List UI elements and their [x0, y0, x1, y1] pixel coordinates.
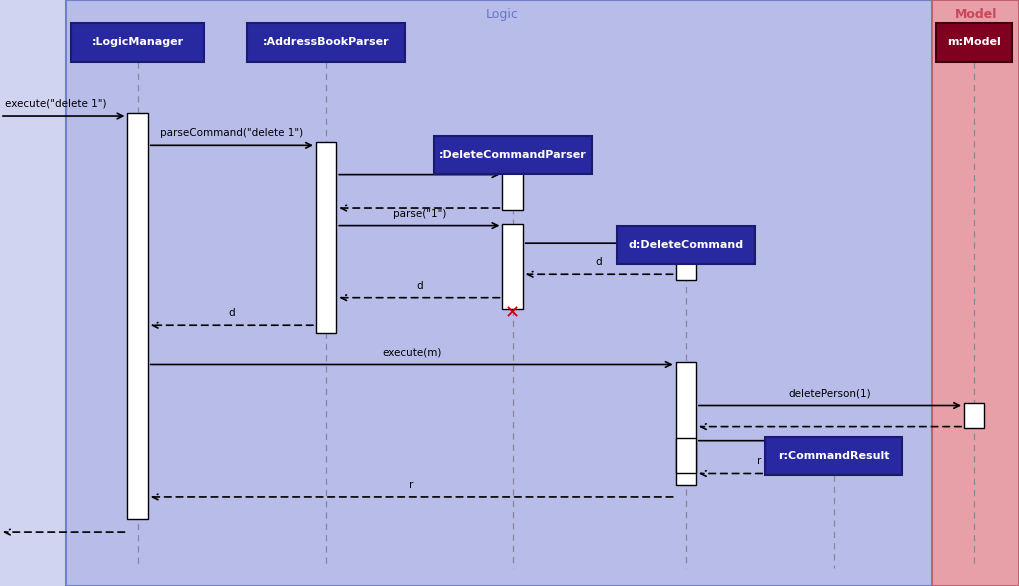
Text: r: r: [410, 480, 414, 490]
Text: d:DeleteCommand: d:DeleteCommand: [629, 240, 743, 250]
Bar: [66, 0, 937, 586]
Bar: [764, 437, 902, 475]
Text: Model: Model: [955, 8, 997, 21]
Bar: [932, 0, 1019, 586]
Text: Logic: Logic: [485, 8, 519, 21]
Text: d: d: [228, 308, 235, 318]
Text: d: d: [596, 257, 602, 267]
Text: parse("1"): parse("1"): [392, 209, 446, 219]
Text: :AddressBookParser: :AddressBookParser: [263, 38, 389, 47]
Text: execute(m): execute(m): [382, 347, 441, 357]
Text: d: d: [416, 281, 423, 291]
Text: execute("delete 1"): execute("delete 1"): [5, 99, 107, 109]
Bar: [433, 136, 591, 174]
Bar: [71, 23, 204, 62]
Bar: [502, 173, 523, 210]
Bar: [964, 403, 984, 428]
Text: parseCommand("delete 1"): parseCommand("delete 1"): [160, 128, 304, 138]
Text: ✕: ✕: [505, 305, 520, 322]
Text: m:Model: m:Model: [948, 38, 1001, 47]
Text: :LogicManager: :LogicManager: [92, 38, 183, 47]
Bar: [676, 362, 696, 485]
Text: r: r: [757, 456, 762, 466]
Bar: [935, 23, 1012, 62]
Text: r:CommandResult: r:CommandResult: [777, 451, 890, 461]
Bar: [502, 224, 523, 309]
Bar: [316, 142, 336, 333]
Bar: [616, 226, 754, 264]
Bar: [676, 438, 696, 473]
Text: :DeleteCommandParser: :DeleteCommandParser: [439, 150, 586, 160]
Bar: [676, 240, 696, 280]
Bar: [247, 23, 405, 62]
Text: deletePerson(1): deletePerson(1): [789, 389, 871, 398]
Bar: [127, 113, 148, 519]
